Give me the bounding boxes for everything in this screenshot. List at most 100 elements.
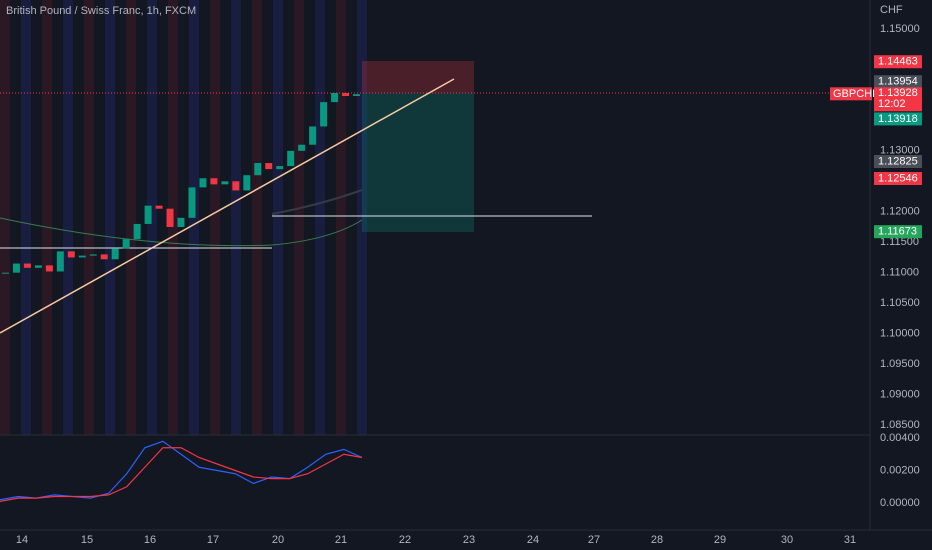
session-band <box>231 0 241 435</box>
time-label: 28 <box>651 534 663 546</box>
session-band <box>357 0 367 435</box>
badge-bg <box>874 55 922 69</box>
time-label: 24 <box>527 534 539 546</box>
candle <box>265 163 273 170</box>
candle <box>309 126 317 145</box>
candle <box>232 181 240 191</box>
session-band <box>42 0 52 435</box>
price-tick-label: 1.09500 <box>880 358 920 370</box>
time-label: 16 <box>144 534 156 546</box>
badge-label: 1.13918 <box>878 113 918 125</box>
session-band <box>336 0 346 435</box>
candle <box>320 102 328 127</box>
candle <box>210 178 218 185</box>
time-label: 29 <box>714 534 726 546</box>
session-band <box>315 0 325 435</box>
candle <box>298 144 306 151</box>
session-band <box>105 0 115 435</box>
candle <box>254 163 262 176</box>
candle <box>353 94 360 97</box>
time-label: 22 <box>399 534 411 546</box>
time-label: 17 <box>207 534 219 546</box>
candle <box>188 187 196 218</box>
badge-bg <box>874 155 922 169</box>
session-band <box>294 0 304 435</box>
candle <box>144 205 152 224</box>
time-label: 27 <box>588 534 600 546</box>
price-tick-label: 1.09000 <box>880 388 920 400</box>
candle <box>331 92 339 103</box>
moving-average-200 <box>271 189 363 215</box>
badge-bg <box>874 225 922 239</box>
candle <box>67 251 75 258</box>
candle <box>276 166 284 170</box>
price-tick-label: 1.12000 <box>880 206 920 218</box>
last-bg <box>874 87 922 112</box>
badge-label: 1.12546 <box>878 172 918 184</box>
symbol-label: GBPCHF <box>833 88 879 100</box>
time-label: 20 <box>272 534 284 546</box>
session-band <box>126 0 136 435</box>
session-band <box>252 0 262 435</box>
chart-title: British Pound / Swiss Franc, 1h, FXCM <box>6 5 196 17</box>
macd-line <box>0 440 363 501</box>
candle <box>122 239 130 249</box>
price-tick-label: 1.10000 <box>880 328 920 340</box>
price-tick-label: 1.10500 <box>880 297 920 309</box>
candle <box>111 248 119 260</box>
price-badge: 1.12825 <box>874 155 922 169</box>
candle <box>199 178 207 188</box>
time-label: 31 <box>844 534 856 546</box>
candle <box>243 175 251 191</box>
badge-bg <box>874 75 922 89</box>
price-tick-label: 1.11500 <box>880 236 919 248</box>
badge-bg <box>874 171 922 185</box>
time-label: 30 <box>781 534 793 546</box>
trend-line <box>0 78 455 334</box>
candle <box>2 272 9 274</box>
price-tick-label: 1.13000 <box>880 145 920 157</box>
indicator-tick-label: 0.00200 <box>880 464 920 476</box>
price-badge: 1.14463 <box>874 55 922 69</box>
price-tick-label: 1.15000 <box>880 23 920 35</box>
candle <box>133 223 141 240</box>
price-badge: 1.11673 <box>874 225 922 239</box>
time-label: 23 <box>463 534 475 546</box>
symbol-bg <box>830 87 872 101</box>
badge-label: 1.13954 <box>878 76 918 88</box>
session-band <box>21 0 31 435</box>
candle <box>100 254 108 260</box>
session-band <box>147 0 157 435</box>
moving-average <box>0 217 363 247</box>
time-label: 15 <box>81 534 93 546</box>
currency-unit: CHF <box>880 4 903 16</box>
price-badge: 1.13918 <box>874 112 922 126</box>
price-tick-label: 1.11000 <box>880 267 919 279</box>
price-badge: 1.13954 <box>874 75 922 89</box>
candle <box>56 251 64 272</box>
countdown: 12:02 <box>878 98 906 110</box>
candle <box>34 265 42 268</box>
candle <box>89 254 97 256</box>
session-band <box>84 0 94 435</box>
price-tick-label: 1.08500 <box>880 419 920 431</box>
candle <box>221 181 229 185</box>
candle <box>155 205 163 209</box>
candle <box>78 255 86 258</box>
candle <box>45 265 53 272</box>
session-band <box>273 0 283 435</box>
badge-bg <box>874 112 922 126</box>
indicator-tick-label: 0.00000 <box>880 497 920 509</box>
candle <box>177 217 185 227</box>
badge-label: 1.11673 <box>878 226 917 238</box>
indicator-tick-label: 0.00400 <box>880 432 920 444</box>
signal-line <box>0 447 363 502</box>
time-label: 14 <box>16 534 28 546</box>
candle <box>12 263 20 273</box>
price-badge: 1.12546 <box>874 171 922 185</box>
session-band <box>63 0 73 435</box>
time-label: 21 <box>335 534 347 546</box>
session-band <box>210 0 220 435</box>
